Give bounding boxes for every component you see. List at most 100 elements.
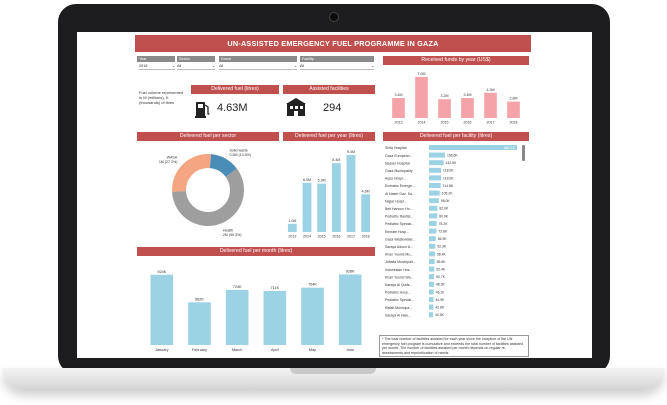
fuel-pump-icon [195, 102, 210, 118]
slice-value-label: 1M (27.2%) [159, 160, 178, 164]
filter-sector-label: Sector [177, 56, 215, 62]
bar [392, 98, 405, 118]
facility-label: Pediatric Rantisi... [385, 215, 413, 219]
facility-chart-header: Delivered fuel per facility (litres) [383, 132, 529, 141]
filter-facility-select[interactable]: All ⌄ [300, 63, 374, 70]
bar [429, 236, 436, 242]
facility-scrollbar[interactable] [522, 145, 525, 161]
bar-data-label: 156.6K [447, 154, 458, 158]
fuel-per-month-chart: 924K January 562K February 724K March 711K Apri… [150, 269, 362, 352]
bar-data-label: 80.9K [439, 214, 449, 218]
bar [429, 266, 435, 272]
bar-data-label: 3.4M [464, 93, 472, 97]
x-tick-label: 2014 [303, 235, 311, 239]
bar [429, 304, 434, 310]
bar [429, 183, 441, 188]
bar-data-label: 55.6K [437, 260, 447, 264]
bar-data-label: 1.0M [288, 219, 296, 223]
bar-data-label: 2.8M [510, 97, 518, 101]
x-tick-label: 2015 [318, 235, 326, 239]
funds-chart-header: Received funds by year (US$) [383, 56, 529, 65]
bar [429, 259, 435, 264]
bar-data-label: 861.1K [504, 146, 515, 150]
facility-label: Khan Younis Wa... [385, 275, 414, 279]
facility-label: Saraya Adoun A... [385, 245, 413, 249]
x-tick-label: June [346, 348, 354, 352]
filter-year-select[interactable]: 2018 ⌄ [139, 63, 175, 70]
bar [188, 302, 211, 345]
filter-sector-select[interactable]: All ⌄ [177, 63, 215, 70]
bar [429, 160, 444, 166]
bar [346, 154, 356, 232]
facility-label: Emirates Emerge... [385, 184, 415, 188]
bar-data-label: 924K [157, 270, 166, 274]
filter-year-value: 2018 [139, 64, 148, 68]
donut-slice [172, 168, 244, 226]
bar [429, 152, 445, 158]
bar-data-label: 118.0K [443, 169, 454, 173]
slice-label: Health [223, 228, 233, 232]
assisted-facilities-header: Assisted facilities [283, 85, 375, 94]
sector-chart-header: Delivered fuel per sector [137, 132, 279, 141]
bar [429, 274, 435, 280]
bar [429, 228, 437, 234]
facility-label: Gaza Wastewater... [385, 237, 415, 241]
x-tick-label: 2014 [418, 121, 426, 125]
bar [429, 205, 438, 211]
x-tick-label: May [309, 348, 316, 352]
facility-label: Pediatric Special... [385, 298, 414, 302]
bar-data-label: 562K [195, 297, 204, 301]
facility-label: Saraya Al Quds... [385, 283, 412, 287]
bar-data-label: 44.9K [435, 298, 445, 302]
bar [438, 99, 451, 118]
funds-by-year-chart: 3.4M 2013 7.0M 2014 3.2M 2015 3.4M 2016 4.3M 2017… [392, 72, 520, 125]
facility-label: Saraya Al Haw... [385, 313, 411, 317]
filter-donor-select[interactable]: All ⌄ [219, 63, 297, 70]
x-tick-label: 2017 [487, 121, 495, 125]
bar [461, 98, 474, 118]
donut-slice [172, 154, 212, 192]
bar [287, 223, 297, 232]
dashboard-title: UN-ASSISTED EMERGENCY FUEL PROGRAMME IN … [135, 35, 531, 52]
x-tick-label: March [232, 348, 243, 352]
bar [429, 175, 442, 181]
laptop-base [2, 368, 665, 390]
bar [429, 312, 434, 318]
delivered-fuel-header: Delivered fuel (litres) [191, 85, 279, 94]
bar [429, 297, 434, 302]
webcam [329, 12, 339, 22]
bar-data-label: 7.0M [418, 72, 426, 76]
bar [338, 274, 362, 345]
bar [361, 194, 371, 232]
bar-data-label: 105.2K [442, 192, 453, 196]
facility-label: Gaza European... [385, 154, 412, 158]
fuel-per-year-chart: 1.0M 2013 6.0M 2014 5.9M 2015 8.4M 2016 9.4M 2017… [287, 150, 371, 239]
facility-label: Khan Younis Mu... [385, 253, 413, 257]
fuel-volume-note: Fuel volume represented in M (millions),… [139, 90, 184, 105]
fuel-per-facility-chart: Shifa Hospital 861.1K Gaza European... 156.… [385, 145, 518, 318]
bar [429, 213, 438, 219]
bar-data-label: 114.8K [443, 184, 454, 188]
facility-label: Indonesian Hos... [385, 268, 412, 272]
filter-donor-value: All [219, 64, 224, 68]
chevron-down-icon: ⌄ [171, 64, 175, 68]
bar [484, 92, 497, 118]
x-tick-label: February [192, 348, 207, 352]
facility-label: Gaza Municipality [385, 169, 413, 173]
facility-label: Beit Hanoun Ho... [385, 207, 413, 211]
laptop-screen: UN-ASSISTED EMERGENCY FUEL PROGRAMME IN … [77, 32, 592, 358]
bar-data-label: 5.9M [318, 179, 326, 183]
bar-data-label: 58.4K [437, 252, 447, 256]
bar [429, 221, 437, 226]
bar-data-label: 8.4M [332, 158, 340, 162]
bar-data-label: 3.2M [441, 94, 449, 98]
x-tick-label: 2013 [395, 121, 403, 125]
bar [429, 289, 434, 295]
bar-data-label: 82.0K [439, 207, 449, 211]
bar [429, 198, 439, 204]
bar [429, 243, 436, 249]
filter-sector-value: All [177, 64, 182, 68]
bar-data-label: 50.7K [436, 275, 446, 279]
bar-data-label: 62.3K [437, 245, 447, 249]
chevron-down-icon: ⌄ [293, 64, 297, 68]
